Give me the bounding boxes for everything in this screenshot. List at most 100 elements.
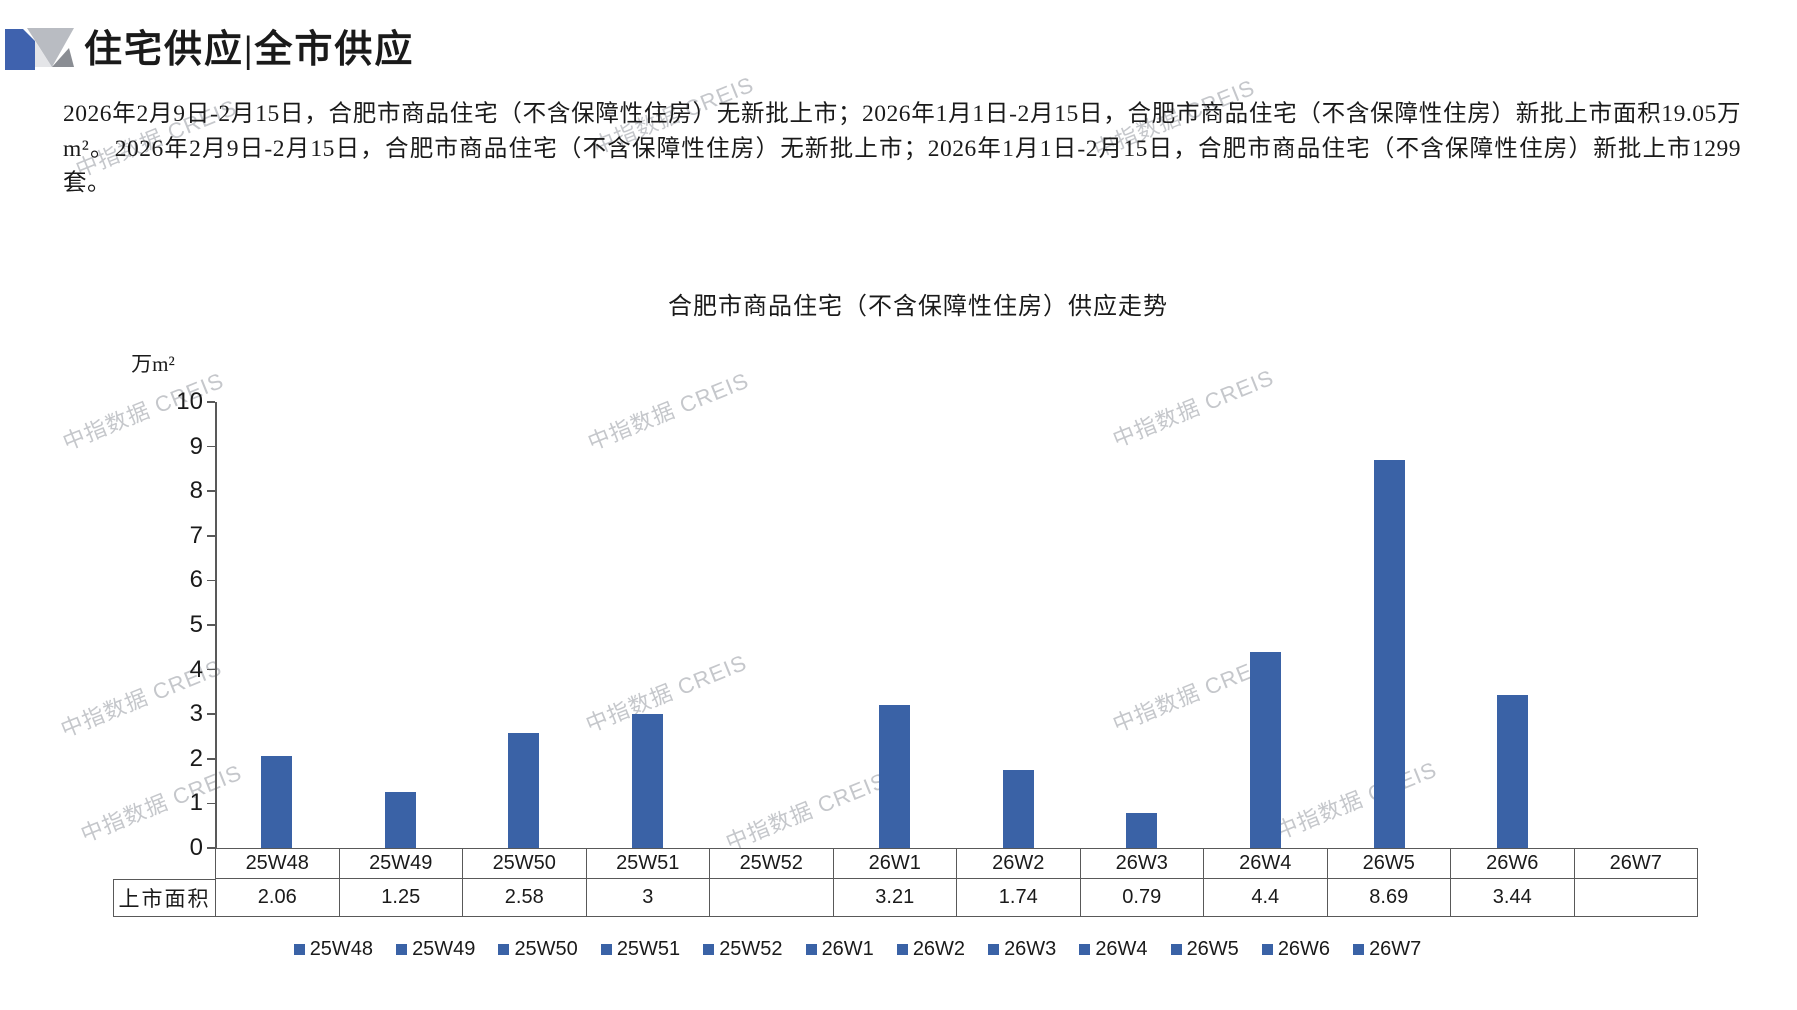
chart-legend: 25W48 25W49 25W50 25W51 25W52 26W1 26W2 26W3 26W… (160, 938, 1555, 961)
category-cell-26W3: 26W3 (1079, 849, 1203, 879)
legend-label: 25W48 (309, 938, 374, 960)
category-cell-26W6: 26W6 (1450, 849, 1574, 879)
legend-label: 26W7 (1369, 938, 1422, 960)
category-cell-25W51: 25W51 (585, 849, 709, 879)
legend-label: 25W49 (412, 938, 476, 960)
legend-label: 26W3 (1004, 938, 1057, 960)
legend-item-26W5: 26W5 (1170, 938, 1239, 961)
creis-watermark: 中指数据 CREIS (722, 767, 891, 856)
value-cell-26W6: 3.44 (1450, 879, 1574, 916)
value-cell-26W4: 4.4 (1203, 879, 1327, 916)
value-cell-25W51: 3 (585, 879, 710, 916)
y-tick-mark (207, 758, 215, 760)
category-cell-25W48: 25W48 (215, 849, 339, 879)
legend-swatch-icon (498, 944, 510, 955)
value-cell-25W52 (709, 879, 833, 916)
legend-swatch-icon (1079, 944, 1091, 955)
y-tick-label: 3 (189, 700, 203, 728)
legend-swatch-icon (396, 944, 408, 955)
legend-swatch-icon (600, 944, 612, 955)
value-cell-26W1: 3.21 (832, 879, 957, 916)
bar-26W4 (1249, 651, 1281, 848)
legend-swatch-icon (1261, 944, 1273, 955)
y-tick-label: 9 (189, 432, 203, 460)
legend-swatch-icon (988, 944, 1000, 955)
y-tick-label: 10 (176, 388, 203, 415)
y-tick-label: 0 (189, 834, 203, 861)
category-cell-25W52: 25W52 (709, 849, 833, 879)
category-cell-26W4: 26W4 (1203, 849, 1327, 879)
legend-item-26W1: 26W1 (805, 938, 874, 961)
legend-label: 25W51 (616, 938, 681, 960)
x-axis-category-row: 25W48 25W49 25W50 25W51 25W52 26W1 26W2 26W3 26W… (215, 848, 1698, 879)
y-tick-label: 4 (189, 655, 203, 683)
value-cell-26W2: 1.74 (956, 879, 1080, 916)
legend-item-25W50: 25W50 (498, 938, 578, 961)
y-tick-label: 1 (189, 789, 203, 817)
summary-paragraph: 2026年2月9日-2月15日，合肥市商品住宅（不含保障性住房）无新批上市；20… (63, 101, 1741, 196)
value-cell-25W49: 1.25 (338, 879, 463, 916)
legend-label: 26W1 (821, 938, 874, 960)
legend-label: 26W5 (1186, 938, 1239, 960)
value-cell-26W5: 8.69 (1326, 879, 1451, 916)
legend-item-26W3: 26W3 (988, 938, 1056, 961)
creis-logo-icon (5, 28, 74, 70)
value-cell-26W3: 0.79 (1079, 879, 1204, 916)
y-tick-mark (207, 445, 215, 448)
category-cell-26W2: 26W2 (956, 849, 1080, 879)
legend-item-26W4: 26W4 (1079, 938, 1148, 961)
y-axis-line (215, 402, 217, 848)
y-tick-label: 2 (189, 744, 203, 772)
bar-26W1 (879, 704, 911, 848)
y-tick-mark (207, 401, 215, 403)
y-tick-mark (207, 535, 215, 537)
y-tick-mark (207, 802, 215, 805)
value-cell-25W50: 2.58 (462, 879, 586, 916)
legend-swatch-icon (1170, 944, 1182, 955)
y-tick-label: 5 (189, 611, 203, 638)
page-title: 住宅供应|全市供应 (84, 29, 415, 71)
y-tick-mark (207, 579, 215, 582)
legend-label: 26W2 (912, 938, 966, 960)
creis-watermark: 中指数据 CREIS (584, 367, 753, 456)
legend-item-25W51: 25W51 (600, 938, 681, 961)
category-cell-26W1: 26W1 (832, 849, 956, 879)
category-cell-25W50: 25W50 (462, 849, 586, 879)
legend-item-26W7: 26W7 (1353, 938, 1421, 961)
y-tick-mark (207, 490, 215, 492)
bar-26W5 (1373, 460, 1405, 848)
y-tick-label: 6 (189, 566, 203, 594)
legend-item-26W2: 26W2 (896, 938, 966, 961)
bar-25W48 (261, 756, 293, 848)
category-cell-25W49: 25W49 (338, 849, 462, 879)
table-row-header: 上市面积 (113, 879, 215, 916)
value-cell-26W7 (1573, 879, 1698, 916)
legend-swatch-icon (703, 944, 715, 955)
y-tick-mark (207, 668, 215, 671)
bar-26W2 (1002, 770, 1034, 848)
legend-swatch-icon (805, 944, 817, 955)
value-cell-25W48: 2.06 (215, 879, 339, 916)
legend-item-25W52: 25W52 (703, 938, 783, 961)
y-tick-mark (207, 847, 215, 849)
legend-swatch-icon (293, 944, 305, 955)
bar-25W51 (632, 714, 664, 848)
category-cell-26W7: 26W7 (1573, 849, 1698, 879)
bar-25W50 (508, 732, 540, 848)
creis-watermark: 中指数据 CREIS (1272, 756, 1441, 845)
creis-watermark: 中指数据 CREIS (1109, 364, 1278, 453)
y-tick-label: 8 (189, 477, 203, 505)
bar-25W49 (384, 792, 416, 848)
bar-26W3 (1126, 812, 1158, 848)
legend-label: 25W52 (719, 938, 783, 960)
legend-label: 26W4 (1095, 938, 1148, 960)
legend-label: 26W6 (1277, 938, 1331, 960)
legend-item-26W6: 26W6 (1261, 938, 1331, 961)
y-tick-label: 7 (189, 521, 203, 549)
y-tick-mark (207, 624, 215, 626)
category-cell-26W5: 26W5 (1326, 849, 1450, 879)
legend-swatch-icon (1353, 944, 1365, 955)
creis-watermark: 中指数据 CREIS (582, 649, 751, 738)
y-tick-mark (207, 713, 215, 715)
